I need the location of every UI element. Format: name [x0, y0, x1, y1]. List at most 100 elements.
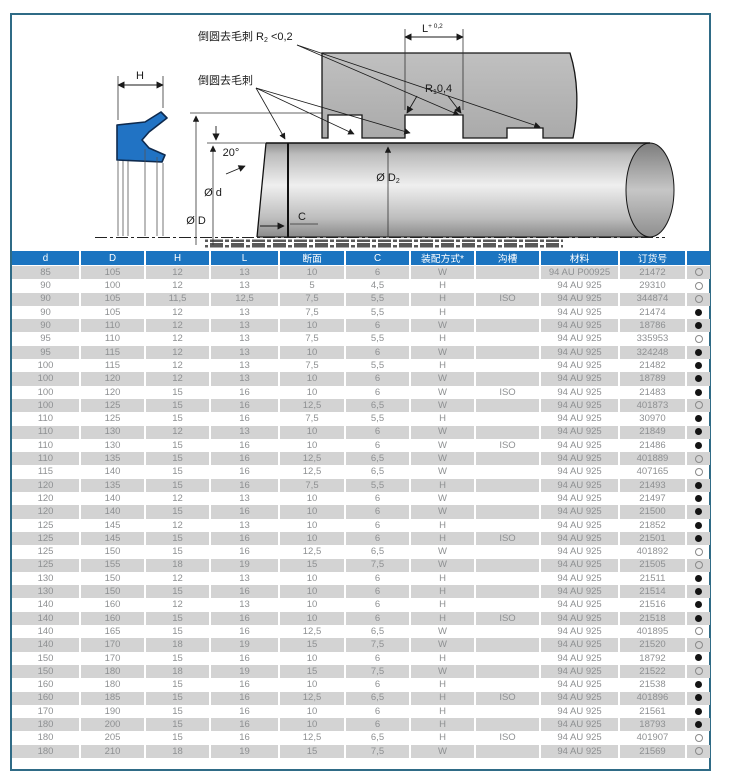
table-cell: 16	[210, 531, 280, 546]
table-cell: 16	[210, 691, 280, 705]
table-cell: W	[410, 452, 476, 466]
table-cell: W	[410, 545, 476, 559]
table-cell: 16	[210, 385, 280, 399]
table-cell	[475, 505, 541, 519]
table-cell: 4,5	[345, 279, 411, 293]
table-cell: 13	[210, 305, 280, 320]
table-cell: 94 AU 925	[540, 571, 620, 586]
deburr-leader-1	[255, 87, 286, 140]
table-cell: 140	[12, 638, 81, 652]
table-cell: 6,5	[345, 465, 411, 479]
table-cell: 94 AU P00925	[540, 265, 620, 280]
table-row: 125 145 12 13 10 6 H 94 AU 925 21852	[12, 518, 710, 532]
table-cell	[475, 585, 541, 599]
table-cell: 94 AU 925	[540, 638, 620, 652]
r1-leader-left	[406, 95, 418, 114]
table-cell: 205	[80, 731, 146, 745]
table-cell: 12,5	[279, 625, 346, 639]
table-cell: 16	[210, 505, 280, 519]
table-cell: 120	[80, 372, 146, 386]
table-cell: 160	[12, 691, 81, 705]
filled-circle-icon	[695, 308, 702, 316]
table-cell: 10	[279, 438, 346, 453]
table-cell: 13	[210, 345, 280, 360]
table-cell: 13	[210, 279, 280, 293]
table-cell: 21493	[619, 478, 687, 493]
column-header: 装配方式*	[410, 251, 476, 266]
table-cell: 105	[80, 305, 146, 320]
table-cell	[475, 518, 541, 532]
column-header: H	[145, 251, 211, 266]
spec-table-body: 85 105 12 13 10 6 W 94 AU P00925 21472 90 100 12 13 5…	[12, 265, 710, 758]
table-cell: 10	[279, 531, 346, 546]
table-cell	[475, 598, 541, 612]
availability-marker-cell	[686, 319, 710, 333]
table-cell	[475, 398, 541, 413]
table-cell: 15	[145, 505, 211, 519]
column-header: C	[345, 251, 411, 266]
availability-marker-cell	[686, 519, 710, 532]
table-cell: 94 AU 925	[540, 598, 620, 612]
availability-marker-cell	[686, 265, 710, 280]
table-row: 100 125 15 16 12,5 6,5 W 94 AU 925 401873	[12, 398, 710, 413]
table-cell: 150	[80, 545, 146, 559]
table-cell	[475, 718, 541, 732]
table-cell: 150	[80, 571, 146, 586]
table-cell: 401895	[619, 625, 687, 639]
table-cell: 140	[80, 505, 146, 519]
table-cell	[475, 678, 541, 692]
table-cell	[475, 571, 541, 586]
table-cell: 130	[12, 571, 81, 586]
table-cell: 21505	[619, 558, 687, 572]
table-cell: 12	[145, 345, 211, 360]
table-cell: 94 AU 925	[540, 332, 620, 346]
table-cell	[475, 545, 541, 559]
table-cell	[475, 345, 541, 360]
table-cell: 16	[210, 585, 280, 599]
angle-label: 20°	[223, 147, 240, 159]
table-cell: H	[410, 305, 476, 320]
table-cell: 12	[145, 279, 211, 293]
table-cell: 21482	[619, 359, 687, 373]
availability-marker-cell	[686, 478, 710, 493]
table-cell	[475, 265, 541, 280]
hollow-circle-icon	[694, 667, 703, 676]
availability-marker-cell	[686, 611, 710, 626]
table-cell: W	[410, 744, 476, 758]
table-cell: 6	[345, 678, 411, 692]
availability-marker-cell	[686, 332, 710, 345]
table-cell: 12,5	[279, 398, 346, 413]
table-cell: 10	[279, 678, 346, 692]
table-cell: 12,5	[279, 691, 346, 705]
filled-circle-icon	[695, 494, 702, 502]
table-cell: 100	[12, 359, 81, 373]
table-cell: 94 AU 925	[540, 319, 620, 333]
hollow-circle-icon	[694, 454, 703, 463]
table-cell: W	[410, 398, 476, 413]
table-cell: 7,5	[279, 305, 346, 320]
table-cell: 94 AU 925	[540, 731, 620, 745]
table-cell: 15	[145, 478, 211, 493]
deburr-r2-label: 倒圆去毛刺 R2 <0,2	[198, 30, 293, 44]
table-cell: 19	[210, 638, 280, 652]
table-cell: 180	[12, 744, 81, 758]
column-header: L	[210, 251, 280, 266]
table-cell: W	[410, 558, 476, 572]
table-row: 95 115 12 13 10 6 W 94 AU 925 324248	[12, 345, 710, 360]
column-header: 沟槽	[475, 251, 541, 266]
table-cell: 90	[12, 305, 81, 320]
table-cell	[475, 452, 541, 466]
table-cell: 94 AU 925	[540, 585, 620, 599]
deburr-r2-leader-2	[296, 44, 541, 129]
table-cell: 6	[345, 704, 411, 719]
table-cell: 15	[279, 664, 346, 679]
table-cell: 18793	[619, 718, 687, 732]
angle-arrow-bottom	[225, 165, 246, 175]
table-cell: 125	[12, 518, 81, 532]
table-cell: 12,5	[279, 731, 346, 745]
table-row: 120 135 15 16 7,5 5,5 H 94 AU 925 21493	[12, 478, 710, 493]
table-row: 100 120 15 16 10 6 W ISO 94 AU 925 21483	[12, 385, 710, 399]
table-cell: 10	[279, 425, 346, 439]
table-cell: 10	[279, 704, 346, 719]
table-cell: 5,5	[345, 478, 411, 493]
